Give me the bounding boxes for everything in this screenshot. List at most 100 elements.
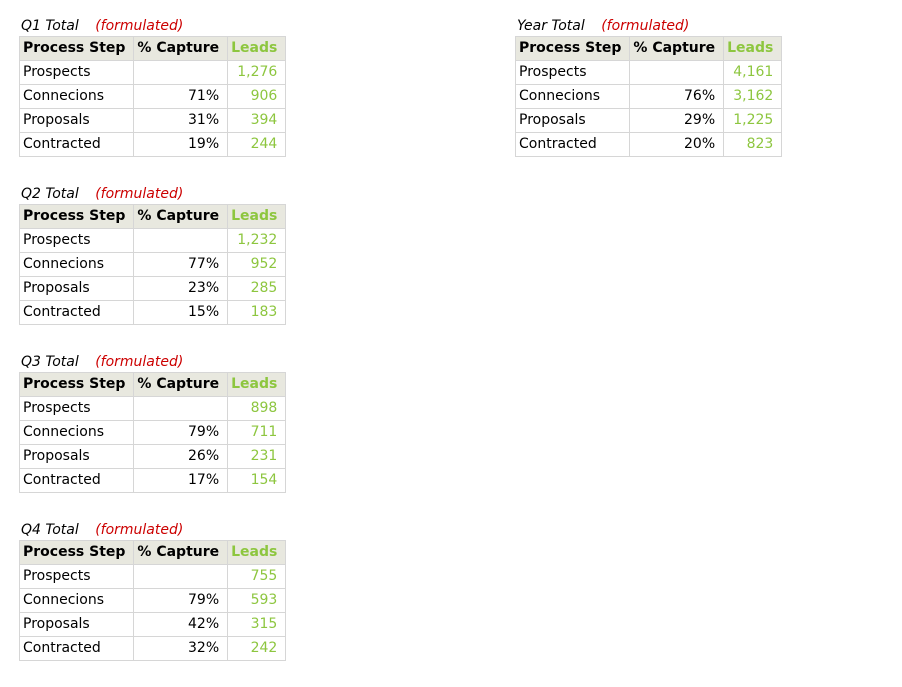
capture-cell[interactable]: 76% <box>629 84 725 109</box>
step-cell[interactable]: Proposals <box>18 276 135 301</box>
table-row: Contracted 20% 823 <box>514 132 783 157</box>
col-header-process-step[interactable]: Process Step <box>18 36 135 61</box>
capture-cell[interactable]: 20% <box>629 132 725 157</box>
leads-cell[interactable]: 4,161 <box>723 60 783 85</box>
leads-cell[interactable]: 285 <box>227 276 287 301</box>
leads-cell[interactable]: 823 <box>723 132 783 157</box>
step-cell[interactable]: Prospects <box>18 564 135 589</box>
year-title: Year Total <box>517 18 585 34</box>
capture-cell[interactable]: 32% <box>133 636 229 661</box>
table-row: Proposals 31% 394 <box>18 108 287 133</box>
leads-cell[interactable]: 242 <box>227 636 287 661</box>
capture-cell[interactable]: 79% <box>133 588 229 613</box>
step-cell[interactable]: Contracted <box>18 132 135 157</box>
leads-cell[interactable]: 898 <box>227 396 287 421</box>
leads-cell[interactable]: 394 <box>227 108 287 133</box>
table-row: Proposals 23% 285 <box>18 276 287 301</box>
step-cell[interactable]: Proposals <box>18 612 135 637</box>
capture-cell[interactable] <box>133 396 229 421</box>
capture-cell[interactable]: 26% <box>133 444 229 469</box>
table-row: Prospects 1,232 <box>18 228 287 253</box>
step-cell[interactable]: Prospects <box>18 396 135 421</box>
col-header-capture[interactable]: % Capture <box>133 540 229 565</box>
step-cell[interactable]: Connecions <box>18 588 135 613</box>
col-header-process-step[interactable]: Process Step <box>514 36 631 61</box>
q2-table: Process Step % Capture Leads Prospects 1… <box>18 204 287 325</box>
step-cell[interactable]: Connecions <box>18 84 135 109</box>
leads-cell[interactable]: 3,162 <box>723 84 783 109</box>
col-header-process-step[interactable]: Process Step <box>18 540 135 565</box>
leads-cell[interactable]: 1,276 <box>227 60 287 85</box>
q3-caption: Q3 Total (formulated) <box>21 352 183 372</box>
leads-cell[interactable]: 244 <box>227 132 287 157</box>
table-row: Connecions 71% 906 <box>18 84 287 109</box>
leads-cell[interactable]: 711 <box>227 420 287 445</box>
q1-title: Q1 Total <box>21 18 79 34</box>
capture-cell[interactable] <box>133 564 229 589</box>
capture-cell[interactable]: 42% <box>133 612 229 637</box>
capture-cell[interactable]: 77% <box>133 252 229 277</box>
col-header-leads[interactable]: Leads <box>227 372 287 397</box>
leads-cell[interactable]: 1,232 <box>227 228 287 253</box>
q2-note: (formulated) <box>95 186 184 202</box>
leads-cell[interactable]: 183 <box>227 300 287 325</box>
capture-cell[interactable]: 31% <box>133 108 229 133</box>
year-note: (formulated) <box>601 18 690 34</box>
col-header-leads[interactable]: Leads <box>723 36 783 61</box>
step-cell[interactable]: Connecions <box>18 252 135 277</box>
table-row: Contracted 15% 183 <box>18 300 287 325</box>
step-cell[interactable]: Proposals <box>18 108 135 133</box>
leads-cell[interactable]: 231 <box>227 444 287 469</box>
step-cell[interactable]: Contracted <box>514 132 631 157</box>
q4-title: Q4 Total <box>21 522 79 538</box>
col-header-capture[interactable]: % Capture <box>133 372 229 397</box>
capture-cell[interactable]: 79% <box>133 420 229 445</box>
capture-cell[interactable]: 19% <box>133 132 229 157</box>
col-header-leads[interactable]: Leads <box>227 36 287 61</box>
capture-cell[interactable]: 71% <box>133 84 229 109</box>
table-row: Connecions 79% 593 <box>18 588 287 613</box>
step-cell[interactable]: Prospects <box>514 60 631 85</box>
leads-cell[interactable]: 906 <box>227 84 287 109</box>
col-header-capture[interactable]: % Capture <box>629 36 725 61</box>
capture-cell[interactable]: 23% <box>133 276 229 301</box>
step-cell[interactable]: Prospects <box>18 228 135 253</box>
table-row: Contracted 32% 242 <box>18 636 287 661</box>
table-row: Proposals 42% 315 <box>18 612 287 637</box>
col-header-capture[interactable]: % Capture <box>133 36 229 61</box>
step-cell[interactable]: Contracted <box>18 300 135 325</box>
col-header-process-step[interactable]: Process Step <box>18 204 135 229</box>
capture-cell[interactable] <box>133 60 229 85</box>
col-header-capture[interactable]: % Capture <box>133 204 229 229</box>
q1-note: (formulated) <box>95 18 184 34</box>
step-cell[interactable]: Connecions <box>18 420 135 445</box>
leads-cell[interactable]: 1,225 <box>723 108 783 133</box>
table-row: Contracted 19% 244 <box>18 132 287 157</box>
header-row: Process Step % Capture Leads <box>18 540 287 565</box>
leads-cell[interactable]: 593 <box>227 588 287 613</box>
q4-table: Process Step % Capture Leads Prospects 7… <box>18 540 287 661</box>
header-row: Process Step % Capture Leads <box>18 36 287 61</box>
col-header-process-step[interactable]: Process Step <box>18 372 135 397</box>
step-cell[interactable]: Contracted <box>18 468 135 493</box>
step-cell[interactable]: Connecions <box>514 84 631 109</box>
capture-cell[interactable]: 15% <box>133 300 229 325</box>
header-row: Process Step % Capture Leads <box>18 204 287 229</box>
col-header-leads[interactable]: Leads <box>227 204 287 229</box>
capture-cell[interactable]: 17% <box>133 468 229 493</box>
leads-cell[interactable]: 952 <box>227 252 287 277</box>
step-cell[interactable]: Proposals <box>514 108 631 133</box>
capture-cell[interactable] <box>629 60 725 85</box>
table-row: Proposals 26% 231 <box>18 444 287 469</box>
year-table: Process Step % Capture Leads Prospects 4… <box>514 36 783 157</box>
table-row: Contracted 17% 154 <box>18 468 287 493</box>
leads-cell[interactable]: 315 <box>227 612 287 637</box>
capture-cell[interactable] <box>133 228 229 253</box>
step-cell[interactable]: Prospects <box>18 60 135 85</box>
step-cell[interactable]: Contracted <box>18 636 135 661</box>
leads-cell[interactable]: 755 <box>227 564 287 589</box>
leads-cell[interactable]: 154 <box>227 468 287 493</box>
capture-cell[interactable]: 29% <box>629 108 725 133</box>
col-header-leads[interactable]: Leads <box>227 540 287 565</box>
step-cell[interactable]: Proposals <box>18 444 135 469</box>
